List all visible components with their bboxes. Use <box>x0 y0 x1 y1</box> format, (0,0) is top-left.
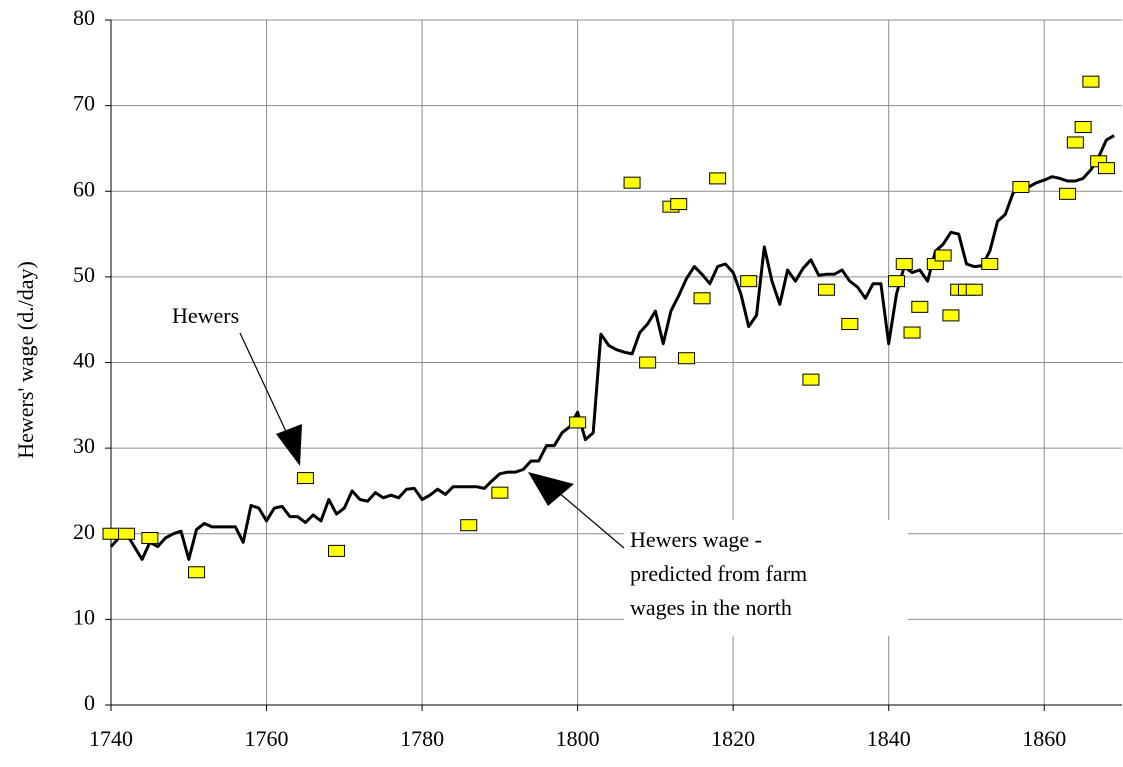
arrow-line <box>239 332 291 441</box>
x-tick-label: 1800 <box>556 726 600 751</box>
y-tick-label: 70 <box>73 91 95 116</box>
annotation: Hewers <box>172 303 239 328</box>
x-tick-label: 1760 <box>245 726 289 751</box>
data-point <box>1012 180 1030 193</box>
annotations: Hewers Hewers wage - predicted from farm… <box>172 303 908 636</box>
data-point <box>1097 162 1115 175</box>
data-point <box>841 317 859 330</box>
data-point <box>639 356 657 369</box>
data-point <box>965 283 983 296</box>
y-tick-label: 30 <box>73 433 95 458</box>
annotation: Hewers wage - <box>630 527 762 552</box>
annotation: predicted from farm <box>630 561 807 586</box>
y-tick-label: 60 <box>73 176 95 201</box>
data-point <box>1066 136 1084 149</box>
data-point <box>141 532 159 545</box>
data-point <box>887 275 905 288</box>
data-point <box>569 416 587 429</box>
data-point <box>709 172 727 185</box>
data-point <box>1059 187 1077 200</box>
y-tick-label: 20 <box>73 519 95 544</box>
data-point <box>903 326 921 339</box>
y-axis-label: Hewers' wage (d./day) <box>13 261 38 459</box>
data-point <box>118 527 136 540</box>
data-point <box>911 300 929 313</box>
data-point <box>677 352 695 365</box>
data-point <box>296 472 314 485</box>
arrow-line <box>557 491 625 549</box>
y-tick-label: 10 <box>73 604 95 629</box>
x-tick-label: 1840 <box>867 726 911 751</box>
data-point <box>670 198 688 211</box>
annotation-box <box>624 520 908 636</box>
data-point <box>102 527 120 540</box>
x-tick-label: 1820 <box>711 726 755 751</box>
x-tick-label: 1780 <box>400 726 444 751</box>
data-point <box>934 249 952 262</box>
data-point <box>802 373 820 386</box>
data-point <box>981 258 999 271</box>
data-point <box>693 292 711 305</box>
data-point <box>328 544 346 557</box>
arrow-head <box>528 472 574 506</box>
y-tick-label: 80 <box>73 5 95 30</box>
y-tick-label: 40 <box>73 348 95 373</box>
data-point <box>623 176 641 189</box>
data-point <box>942 309 960 322</box>
data-point <box>188 566 206 579</box>
y-tick-label: 50 <box>73 262 95 287</box>
x-tick-label: 1740 <box>89 726 133 751</box>
x-tick-label: 1860 <box>1022 726 1066 751</box>
annotation: wages in the north <box>630 595 792 620</box>
y-tick-label: 0 <box>84 690 95 715</box>
arrow-head <box>276 424 302 466</box>
data-point <box>491 486 509 499</box>
data-line <box>109 134 1115 561</box>
data-point <box>1082 75 1100 88</box>
data-point <box>817 283 835 296</box>
data-point <box>460 519 478 532</box>
data-point <box>1074 121 1092 134</box>
data-point <box>895 258 913 271</box>
data-point <box>740 275 758 288</box>
